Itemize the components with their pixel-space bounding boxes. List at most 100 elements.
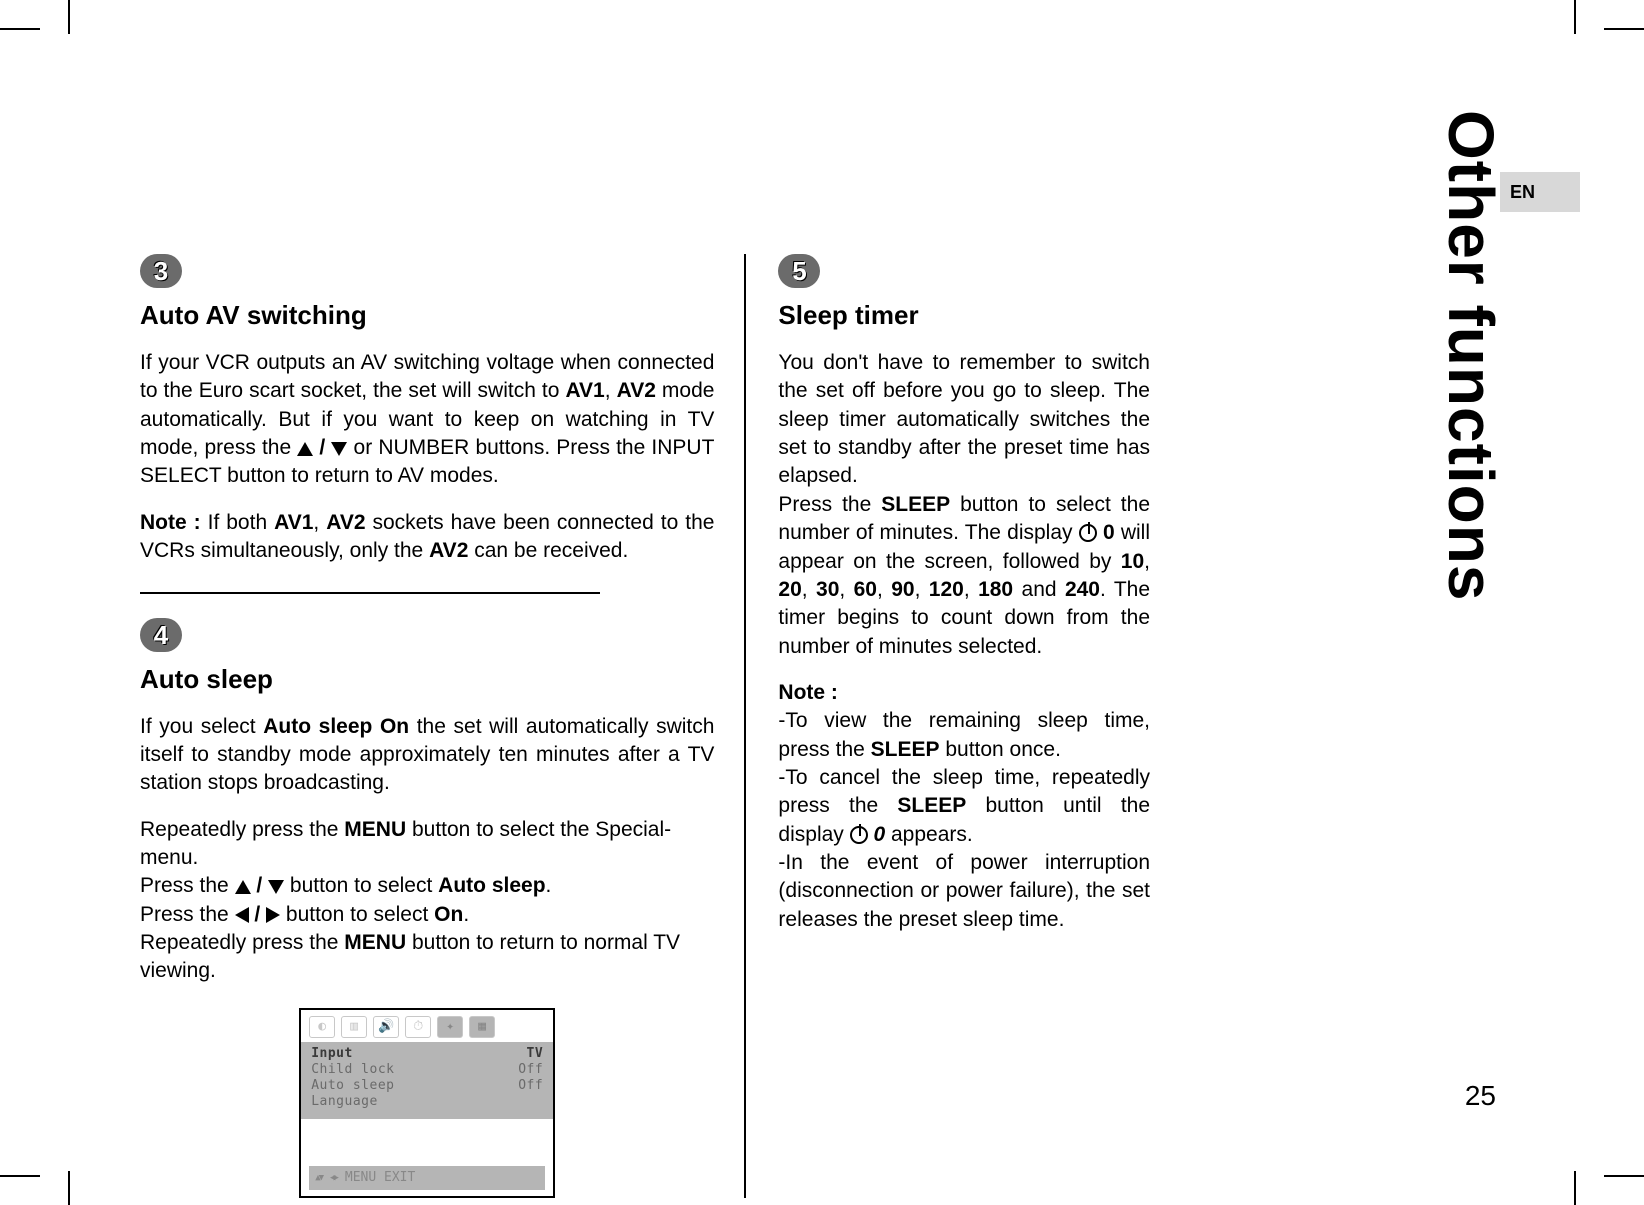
- text: ,: [605, 379, 617, 402]
- osd-arrows-icon: ◀▶: [330, 1172, 337, 1184]
- osd-row-label: Language: [311, 1094, 378, 1110]
- osd-row: Child lock Off: [311, 1062, 543, 1078]
- left-column: 3 Auto AV switching If your VCR outputs …: [140, 254, 746, 1198]
- on-label: On: [434, 903, 463, 926]
- sleep-timer-notes: Note : -To view the remaining sleep time…: [778, 679, 1150, 934]
- text: If you select: [140, 715, 263, 738]
- language-tab: EN: [1500, 172, 1580, 212]
- zero-label: 0: [1103, 521, 1115, 544]
- auto-sleep-on-label: Auto sleep On: [263, 715, 409, 738]
- osd-arrows-icon: ▲▼: [315, 1172, 322, 1184]
- osd-body: Input TV Child lock Off Auto sleep Off Languag…: [301, 1042, 553, 1119]
- step-number: 3: [154, 256, 168, 286]
- step-badge-4: 4: [140, 618, 182, 652]
- auto-av-paragraph: If your VCR outputs an AV switching volt…: [140, 349, 714, 491]
- heading-auto-sleep: Auto sleep: [140, 662, 714, 697]
- section-title-vertical: Other functions: [1434, 110, 1508, 601]
- text: button to select the Special-: [406, 818, 671, 841]
- crop-mark: [68, 1171, 70, 1205]
- auto-sleep-steps: Repeatedly press the MENU button to sele…: [140, 816, 714, 986]
- sleep-value: 30: [816, 578, 839, 601]
- text: button to select: [280, 903, 434, 926]
- sleep-value: 10: [1121, 550, 1144, 573]
- osd-screenshot: ◐ ▥ 🔊 ⏱ ✦ ▦ InputTVChild lockOffAuto sle…: [299, 1008, 555, 1198]
- av2-label: AV2: [617, 379, 656, 402]
- menu-label: MENU: [344, 818, 406, 841]
- text: button once.: [940, 738, 1061, 761]
- auto-sleep-intro: If you select Auto sleep On the set will…: [140, 713, 714, 798]
- crop-mark: [1574, 0, 1576, 34]
- text: If both: [201, 511, 274, 534]
- sleep-value: 120: [929, 578, 964, 601]
- step-badge-3: 3: [140, 254, 182, 288]
- text: /: [313, 436, 331, 459]
- triangle-right-icon: [266, 907, 280, 923]
- triangle-down-icon: [331, 442, 347, 456]
- sleep-timer-paragraph: You don't have to remember to switch the…: [778, 349, 1150, 661]
- text: menu.: [140, 846, 198, 869]
- zero-italic-label: 0: [873, 823, 885, 846]
- text: appears.: [885, 823, 973, 846]
- menu-label: MENU: [344, 931, 406, 954]
- step-number: 5: [792, 256, 806, 286]
- av1-label: AV1: [274, 511, 313, 534]
- heading-sleep-timer: Sleep timer: [778, 298, 1150, 333]
- text: .: [546, 874, 552, 897]
- osd-row-value: TV: [527, 1046, 544, 1062]
- note-label: Note :: [778, 681, 838, 704]
- text: -In the event of power interruption (dis…: [778, 851, 1150, 931]
- sleep-value: 90: [891, 578, 914, 601]
- power-icon: [850, 826, 868, 844]
- text: Press the: [778, 493, 881, 516]
- crop-mark: [68, 0, 70, 34]
- osd-row-label: Child lock: [311, 1062, 394, 1078]
- osd-tab-icon: ▥: [341, 1016, 367, 1038]
- sleep-label: SLEEP: [897, 794, 966, 817]
- text: Repeatedly press the: [140, 931, 344, 954]
- av2-label: AV2: [429, 539, 468, 562]
- note-label: Note :: [140, 511, 201, 534]
- text: button to select: [284, 874, 438, 897]
- sleep-value: 180: [978, 578, 1013, 601]
- crop-mark: [0, 1175, 40, 1177]
- text: /: [249, 903, 267, 926]
- triangle-up-icon: [297, 442, 313, 456]
- text: Press the: [140, 874, 235, 897]
- text: Press the: [140, 903, 235, 926]
- text: You don't have to remember to switch the…: [778, 351, 1150, 487]
- osd-row-value: Off: [518, 1078, 543, 1094]
- av1-label: AV1: [565, 379, 604, 402]
- osd-tab-icon: ◐: [309, 1016, 335, 1038]
- osd-footer: ▲▼ ◀▶ MENU EXIT: [309, 1166, 545, 1190]
- sleep-value: 240: [1065, 578, 1100, 601]
- osd-tab-icon: 🔊: [373, 1016, 399, 1038]
- osd-row-label: Input: [311, 1046, 353, 1062]
- sleep-value: 20: [778, 578, 801, 601]
- triangle-down-icon: [268, 880, 284, 894]
- text: Repeatedly press the: [140, 818, 344, 841]
- triangle-up-icon: [235, 880, 251, 894]
- auto-sleep-label: Auto sleep: [438, 874, 545, 897]
- section-divider: [140, 592, 600, 594]
- osd-row-label: Auto sleep: [311, 1078, 394, 1094]
- text: ,: [313, 511, 326, 534]
- step-badge-5: 5: [778, 254, 820, 288]
- step-number: 4: [154, 620, 168, 650]
- triangle-left-icon: [235, 907, 249, 923]
- av2-label: AV2: [326, 511, 365, 534]
- osd-row: Auto sleep Off: [311, 1078, 543, 1094]
- osd-row-value: Off: [518, 1062, 543, 1078]
- osd-row: Language: [311, 1094, 543, 1110]
- sleep-label: SLEEP: [881, 493, 950, 516]
- text: can be received.: [468, 539, 628, 562]
- osd-tab-icon: ⏱: [405, 1016, 431, 1038]
- osd-tab-icon: ▦: [469, 1016, 495, 1038]
- osd-footer-text: MENU EXIT: [345, 1169, 415, 1187]
- sleep-label: SLEEP: [871, 738, 940, 761]
- heading-auto-av-switching: Auto AV switching: [140, 298, 714, 333]
- sleep-value: 60: [854, 578, 877, 601]
- text: .: [463, 903, 469, 926]
- crop-mark: [1604, 1175, 1644, 1177]
- crop-mark: [1574, 1171, 1576, 1205]
- power-icon: [1079, 524, 1097, 542]
